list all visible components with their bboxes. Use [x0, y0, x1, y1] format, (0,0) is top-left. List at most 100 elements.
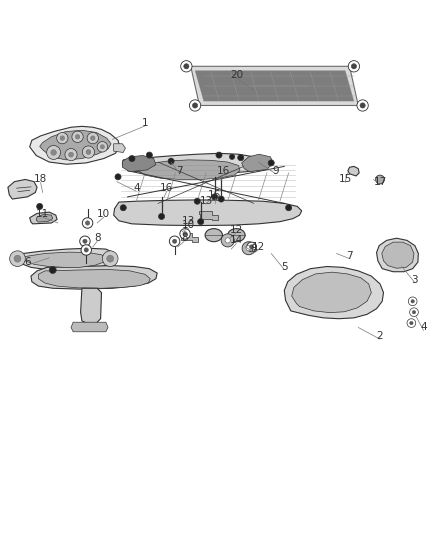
Circle shape [410, 308, 418, 317]
Circle shape [238, 155, 244, 161]
Text: 13: 13 [199, 196, 212, 206]
Circle shape [183, 232, 187, 236]
Circle shape [170, 236, 180, 246]
Circle shape [357, 100, 368, 111]
Text: 16: 16 [160, 183, 173, 193]
Circle shape [181, 61, 192, 72]
Circle shape [72, 131, 83, 142]
Circle shape [51, 150, 57, 155]
Circle shape [107, 255, 114, 262]
Polygon shape [195, 71, 354, 101]
Circle shape [192, 103, 198, 108]
Circle shape [411, 300, 414, 303]
Circle shape [65, 149, 77, 161]
Polygon shape [30, 126, 120, 164]
Text: 10: 10 [97, 209, 110, 219]
Text: 13: 13 [182, 216, 195, 226]
Text: 16: 16 [208, 190, 221, 200]
Text: 8: 8 [94, 233, 100, 243]
Circle shape [120, 205, 126, 211]
Text: 4: 4 [133, 183, 140, 193]
Polygon shape [138, 160, 240, 180]
Circle shape [75, 134, 80, 139]
Ellipse shape [228, 229, 245, 241]
Text: 15: 15 [339, 174, 352, 184]
Circle shape [87, 133, 99, 144]
Ellipse shape [205, 229, 223, 241]
Circle shape [81, 245, 92, 255]
Circle shape [376, 175, 385, 184]
Polygon shape [377, 238, 418, 272]
Circle shape [69, 152, 74, 157]
Circle shape [102, 251, 118, 266]
Circle shape [250, 245, 254, 249]
Circle shape [84, 248, 88, 252]
Circle shape [408, 297, 417, 305]
Circle shape [194, 198, 200, 204]
Circle shape [168, 158, 174, 164]
Circle shape [85, 221, 90, 225]
Circle shape [100, 145, 104, 149]
Circle shape [146, 152, 152, 158]
Text: 18: 18 [34, 174, 47, 184]
Circle shape [247, 242, 256, 252]
Circle shape [198, 219, 204, 225]
Circle shape [189, 100, 201, 111]
Text: 6: 6 [24, 257, 31, 267]
Circle shape [351, 63, 357, 69]
Circle shape [82, 146, 95, 158]
Polygon shape [71, 322, 108, 332]
Circle shape [221, 234, 234, 247]
Text: 1: 1 [142, 118, 148, 128]
Circle shape [86, 150, 91, 155]
Circle shape [216, 152, 222, 158]
Circle shape [268, 160, 274, 166]
Text: 12: 12 [230, 224, 243, 235]
Text: 5: 5 [281, 262, 288, 271]
Polygon shape [122, 154, 271, 174]
Circle shape [173, 239, 177, 244]
Polygon shape [31, 265, 157, 289]
Polygon shape [114, 144, 125, 152]
Text: 7: 7 [346, 251, 353, 261]
Circle shape [115, 174, 121, 180]
Polygon shape [292, 272, 371, 313]
Polygon shape [242, 154, 273, 172]
Circle shape [60, 136, 64, 140]
Polygon shape [14, 248, 115, 271]
Polygon shape [30, 212, 57, 224]
Text: 2: 2 [377, 331, 383, 341]
Circle shape [246, 246, 251, 251]
Circle shape [230, 154, 235, 159]
Polygon shape [348, 166, 359, 176]
Polygon shape [23, 252, 106, 268]
Circle shape [407, 319, 416, 327]
Polygon shape [114, 200, 302, 225]
Circle shape [83, 239, 87, 244]
Text: 17: 17 [374, 176, 387, 187]
Text: 8: 8 [251, 244, 257, 254]
Text: 7: 7 [177, 166, 183, 176]
Text: 9: 9 [272, 166, 279, 176]
Text: 12: 12 [251, 242, 265, 252]
Text: 11: 11 [36, 209, 49, 219]
Polygon shape [81, 288, 102, 324]
Circle shape [286, 205, 292, 211]
Polygon shape [122, 156, 156, 172]
Circle shape [49, 266, 56, 273]
Circle shape [218, 196, 224, 202]
Polygon shape [382, 242, 414, 268]
Circle shape [91, 136, 95, 140]
Circle shape [184, 63, 189, 69]
Text: 8: 8 [181, 233, 187, 243]
Polygon shape [180, 232, 198, 242]
Circle shape [82, 218, 93, 228]
Circle shape [97, 142, 108, 152]
Polygon shape [36, 214, 53, 222]
Circle shape [410, 321, 413, 325]
Circle shape [212, 194, 218, 200]
Circle shape [360, 103, 365, 108]
Circle shape [242, 241, 255, 255]
Circle shape [80, 236, 90, 246]
Circle shape [37, 204, 43, 209]
